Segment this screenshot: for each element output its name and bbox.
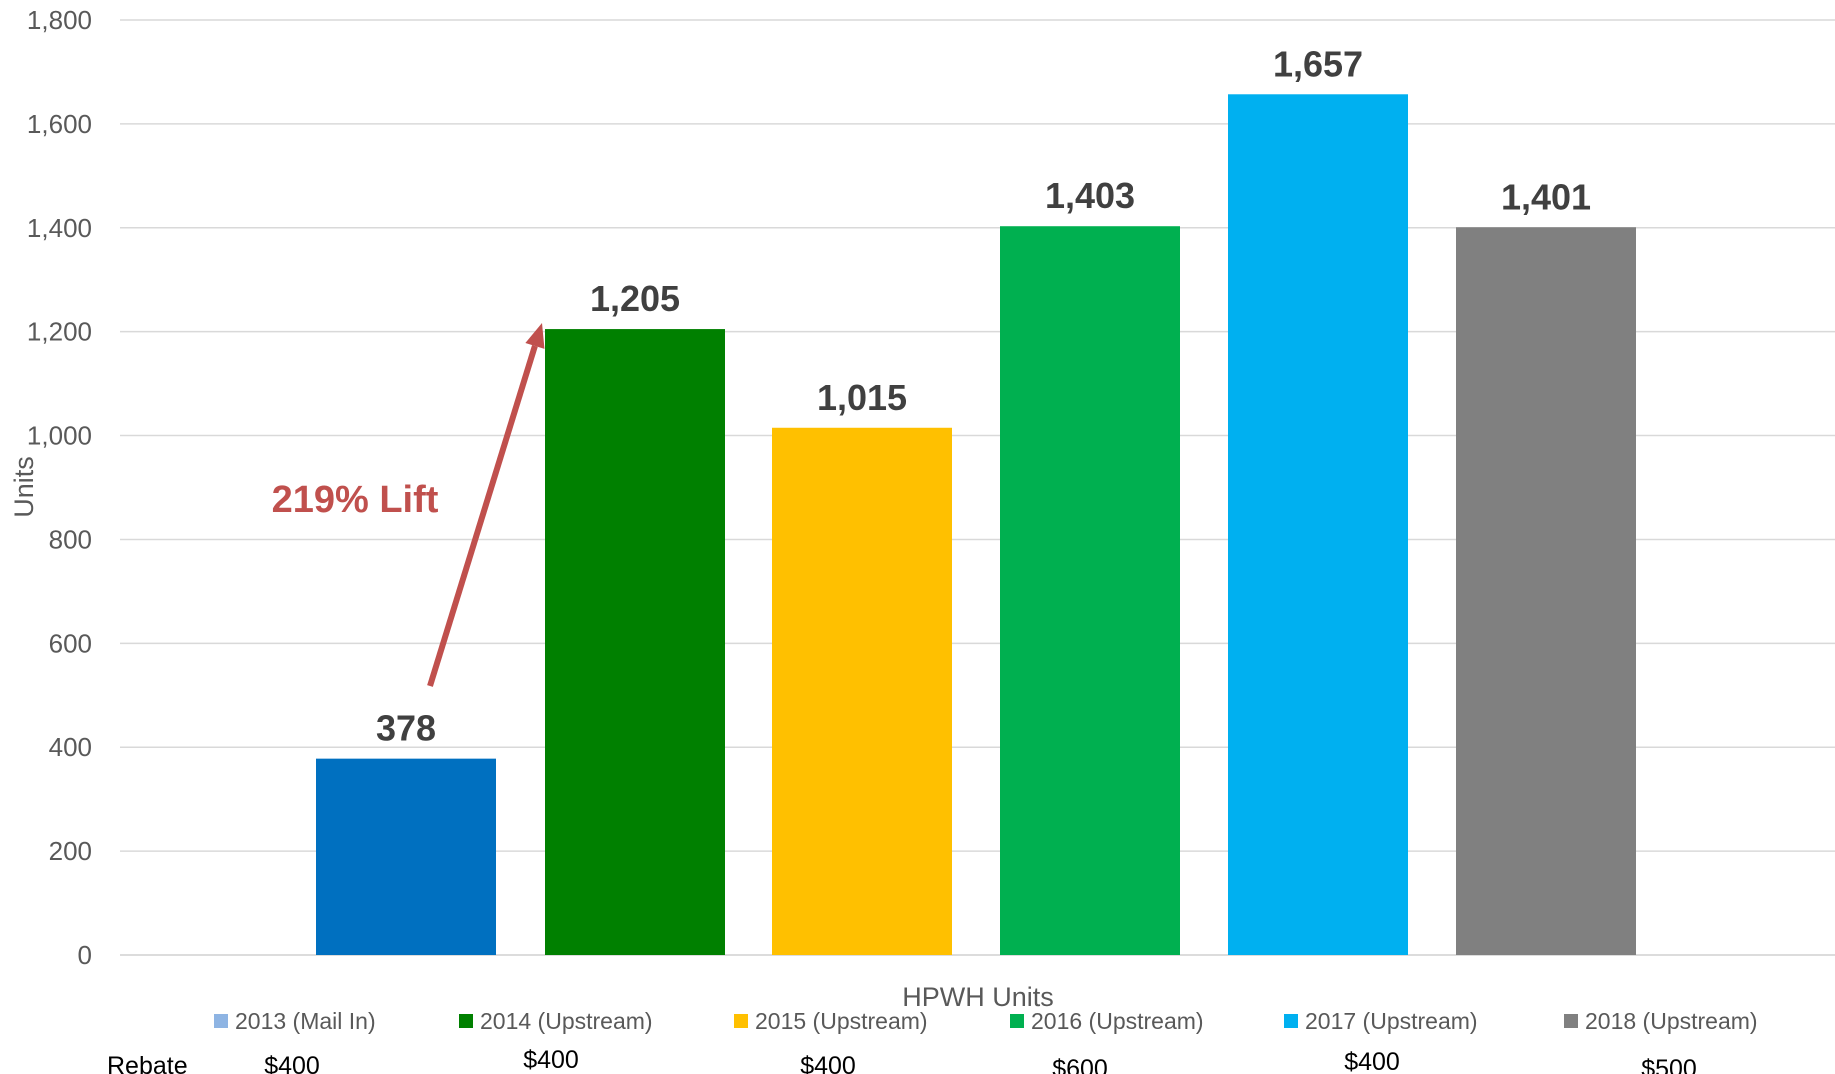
bars xyxy=(316,94,1636,956)
legend-item: 2016 (Upstream) xyxy=(1010,1008,1204,1034)
legend: 2013 (Mail In) 2014 (Upstream) 2015 (Upstr… xyxy=(214,1008,1758,1034)
legend-item: 2015 (Upstream) xyxy=(734,1008,928,1034)
y-tick-label: 1,000 xyxy=(27,421,92,451)
y-tick-label: 1,600 xyxy=(27,109,92,139)
legend-swatch xyxy=(1564,1014,1578,1028)
lift-arrow-head-icon xyxy=(525,323,545,349)
legend-label: 2017 (Upstream) xyxy=(1305,1008,1478,1034)
rebate-values: $400 $400 $400 $600 $400 $500 xyxy=(264,1046,1697,1074)
legend-label: 2014 (Upstream) xyxy=(480,1008,653,1034)
bar-value-label: 1,015 xyxy=(817,377,907,418)
bar xyxy=(316,758,496,955)
y-tick-label: 1,200 xyxy=(27,317,92,347)
y-tick-label: 1,400 xyxy=(27,213,92,243)
bar xyxy=(772,427,952,955)
legend-swatch xyxy=(1284,1014,1298,1028)
rebate-value: $400 xyxy=(264,1052,320,1074)
lift-annotation-label: 219% Lift xyxy=(272,479,439,521)
y-tick-label: 1,800 xyxy=(27,5,92,35)
rebate-value: $400 xyxy=(800,1052,856,1074)
rebate-value: $400 xyxy=(1344,1048,1400,1074)
legend-item: 2017 (Upstream) xyxy=(1284,1008,1478,1034)
lift-arrow-icon xyxy=(427,345,538,687)
value-labels: 378 1,205 1,015 1,403 1,657 1,401 xyxy=(376,43,1591,748)
bar xyxy=(545,329,725,955)
x-axis-title: HPWH Units xyxy=(902,982,1054,1012)
y-axis-tick-labels: 0 200 400 600 800 1,000 1,200 1,400 1,600 1,800 xyxy=(27,5,92,970)
legend-label: 2018 (Upstream) xyxy=(1585,1008,1758,1034)
bar-value-label: 1,657 xyxy=(1273,43,1363,84)
bar xyxy=(1228,94,1408,955)
bar-value-label: 378 xyxy=(376,708,436,749)
legend-swatch xyxy=(214,1014,228,1028)
legend-item: 2013 (Mail In) xyxy=(214,1008,376,1034)
rebate-value: $500 xyxy=(1641,1055,1697,1074)
y-tick-label: 800 xyxy=(49,524,92,554)
bar-value-label: 1,403 xyxy=(1045,175,1135,216)
bar xyxy=(1456,227,1636,956)
y-axis-title: Units xyxy=(9,456,39,518)
legend-swatch xyxy=(734,1014,748,1028)
legend-item: 2014 (Upstream) xyxy=(459,1008,653,1034)
legend-item: 2018 (Upstream) xyxy=(1564,1008,1758,1034)
bar xyxy=(1000,226,1180,955)
rebate-row-label: Rebate xyxy=(107,1052,188,1074)
y-tick-label: 0 xyxy=(78,940,92,970)
y-tick-label: 400 xyxy=(49,732,92,762)
bar-value-label: 1,401 xyxy=(1501,176,1591,217)
annotation: 219% Lift xyxy=(272,323,545,687)
bar-value-label: 1,205 xyxy=(590,278,680,319)
rebate-value: $400 xyxy=(523,1046,579,1074)
legend-swatch xyxy=(1010,1014,1024,1028)
legend-label: 2013 (Mail In) xyxy=(235,1008,376,1034)
legend-swatch xyxy=(459,1014,473,1028)
legend-label: 2016 (Upstream) xyxy=(1031,1008,1204,1034)
y-tick-label: 200 xyxy=(49,836,92,866)
y-tick-label: 600 xyxy=(49,628,92,658)
rebate-value: $600 xyxy=(1052,1055,1108,1074)
legend-label: 2015 (Upstream) xyxy=(755,1008,928,1034)
